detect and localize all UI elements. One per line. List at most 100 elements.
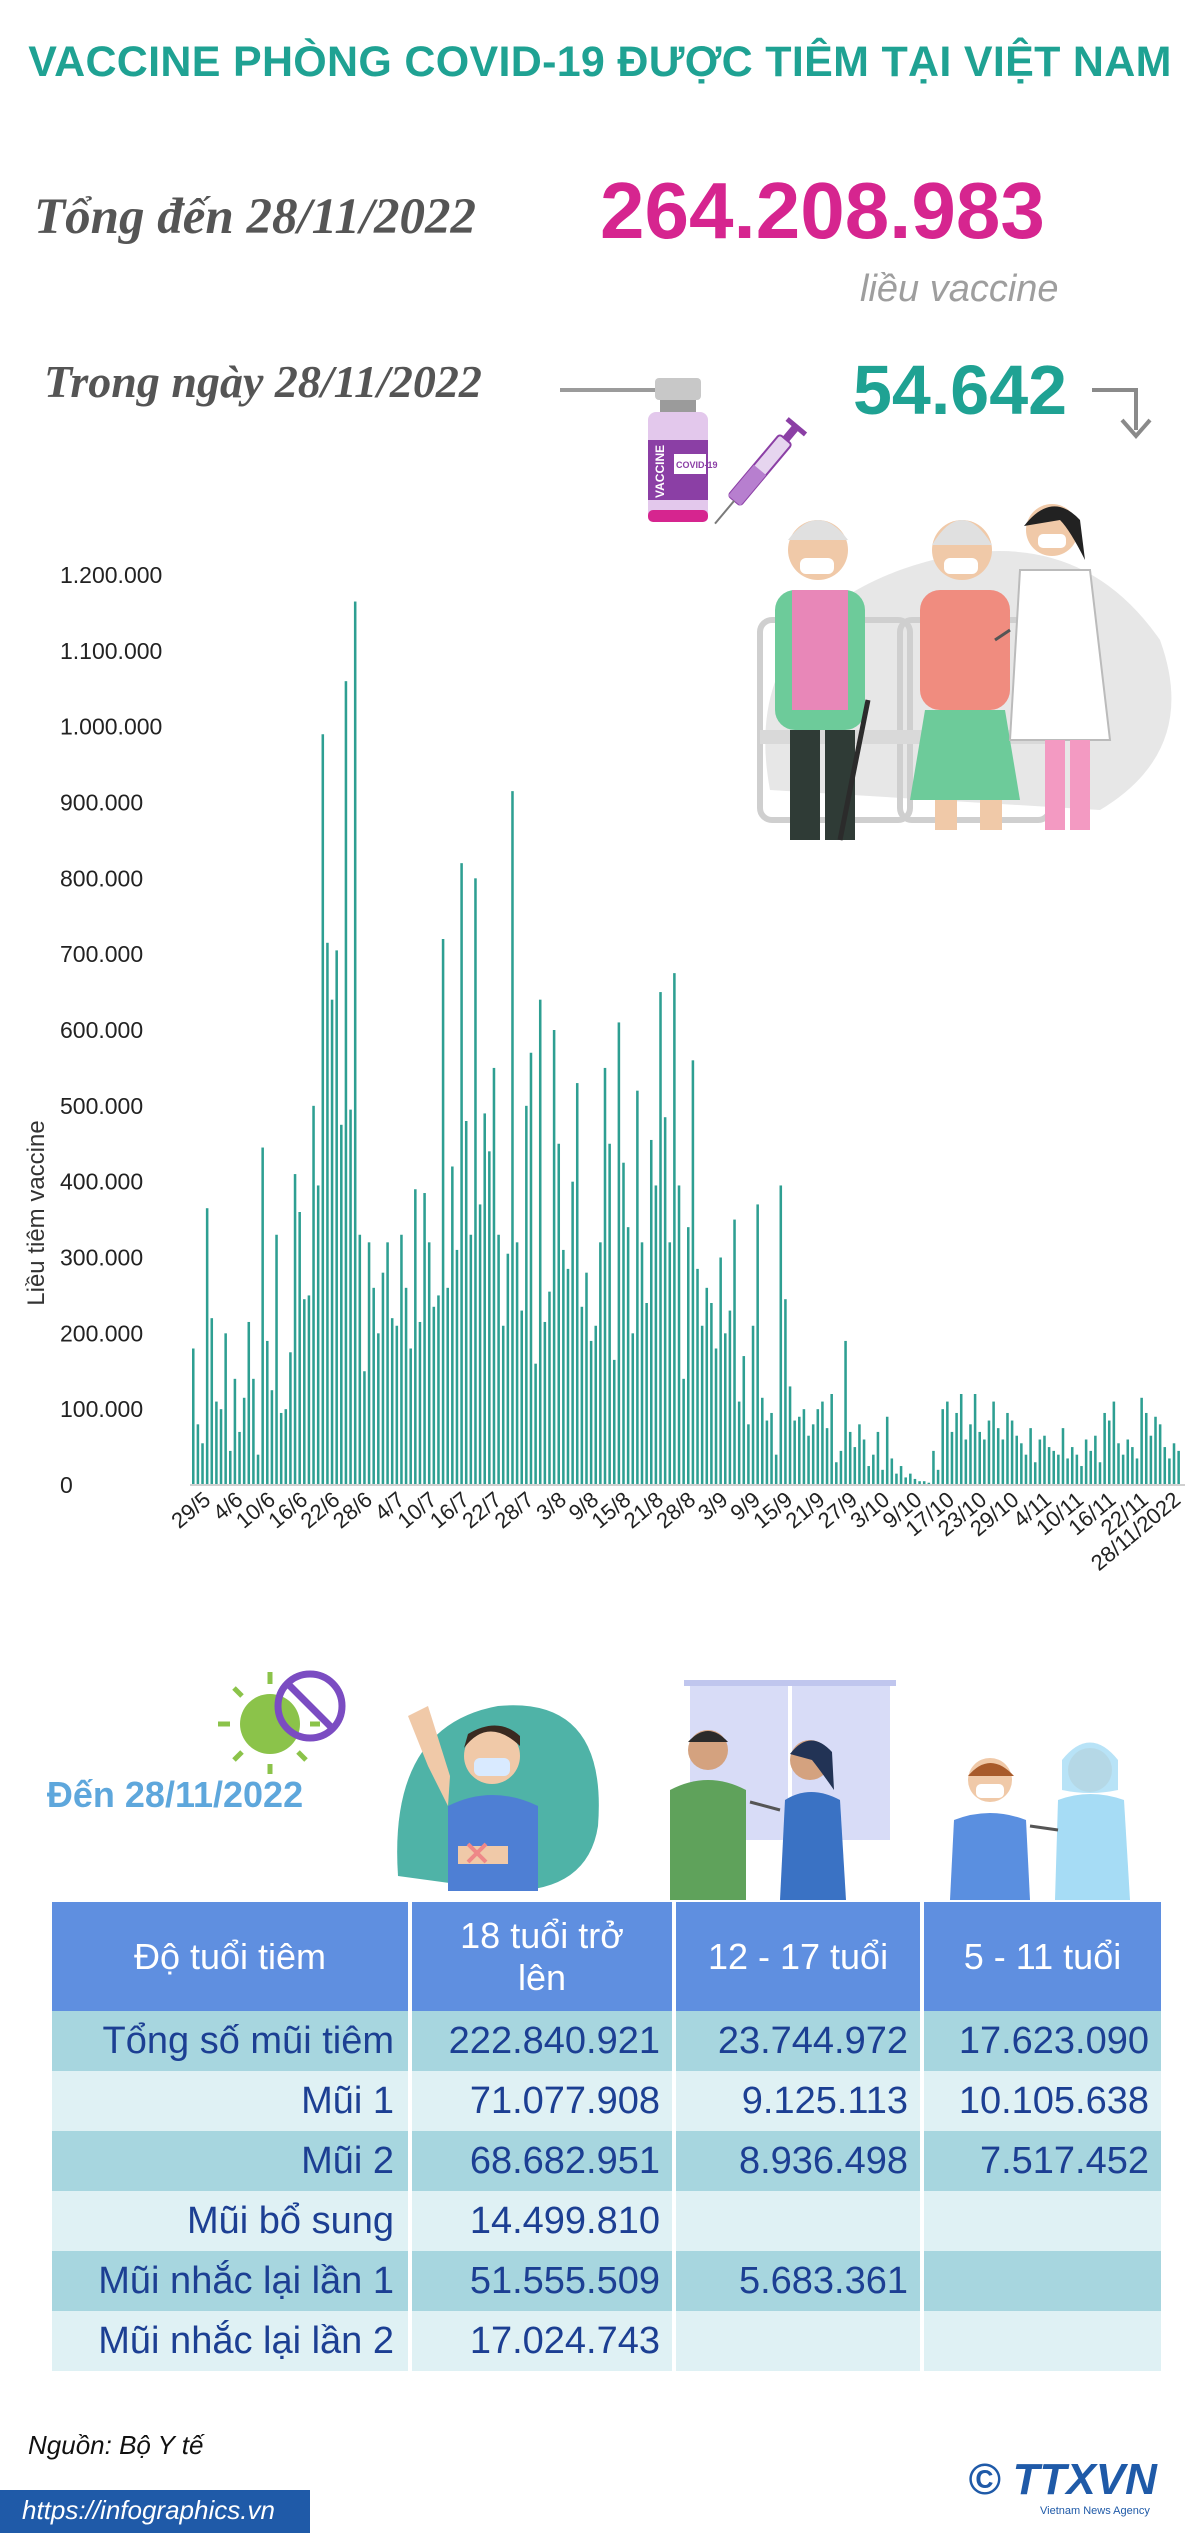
bar: [663, 1117, 667, 1485]
y-tick-label: 600.000: [60, 1017, 143, 1043]
bar: [830, 1394, 833, 1485]
bar: [303, 1299, 306, 1485]
bar: [973, 1394, 977, 1485]
bar: [742, 1356, 746, 1485]
bar: [941, 1409, 944, 1485]
cell-12-17: 8.936.498: [674, 2131, 924, 2191]
bar: [612, 1359, 616, 1486]
bar: [876, 1431, 880, 1485]
table-row: Mũi nhắc lại lần 2 17.024.743: [52, 2311, 1161, 2371]
cell-18-plus: 68.682.951: [410, 2131, 676, 2191]
bar: [798, 1416, 801, 1485]
bar: [1070, 1447, 1074, 1485]
table-row: Mũi bổ sung 14.499.810: [52, 2191, 1161, 2251]
bar: [1061, 1428, 1065, 1486]
bar: [474, 878, 477, 1485]
header-18-plus-text: 18 tuổi trở lên: [460, 1914, 624, 1998]
bar: [1006, 1412, 1009, 1485]
bar: [441, 939, 445, 1485]
footer-url-link[interactable]: https://infographics.vn: [22, 2495, 275, 2525]
bar: [918, 1481, 921, 1485]
bar: [427, 1242, 431, 1485]
bar: [751, 1325, 755, 1485]
bar: [247, 1321, 251, 1485]
down-arrow-icon: [1092, 388, 1152, 440]
cell-5-11: [922, 2191, 1161, 2251]
vial-brand-text: VACCINE: [653, 445, 667, 498]
bar: [478, 1204, 482, 1485]
bar: [1172, 1443, 1176, 1485]
x-tick-label: 28/6: [328, 1487, 377, 1534]
bar: [1126, 1439, 1130, 1485]
bar: [414, 1189, 417, 1485]
bar: [1024, 1454, 1028, 1485]
bar: [293, 1174, 297, 1485]
bar: [622, 1162, 625, 1485]
bar: [853, 1447, 857, 1485]
bar: [936, 1469, 940, 1485]
teen-vaccination-illustration: [670, 1680, 896, 1900]
page-title: VACCINE PHÒNG COVID-19 ĐƯỢC TIÊM TẠI VIỆ…: [28, 38, 1172, 86]
total-unit: liều vaccine: [860, 268, 1059, 310]
bar: [927, 1482, 931, 1485]
bar: [238, 1431, 241, 1485]
bar: [377, 1333, 380, 1485]
bar: [229, 1450, 232, 1486]
bar: [1112, 1401, 1116, 1485]
bar: [594, 1325, 598, 1485]
bar: [464, 1121, 468, 1485]
bar: [543, 1321, 547, 1485]
bar: [821, 1401, 824, 1485]
bar: [525, 1105, 528, 1485]
bar: [483, 1113, 486, 1485]
bar: [1015, 1435, 1018, 1485]
bar: [728, 1310, 732, 1485]
bar: [659, 992, 662, 1485]
bar: [1163, 1447, 1167, 1485]
bar: [909, 1473, 912, 1486]
bar: [460, 863, 463, 1485]
bar: [1094, 1435, 1097, 1485]
y-tick-label: 400.000: [60, 1169, 143, 1195]
syringe-icon: [714, 417, 808, 525]
y-tick-label: 1.200.000: [60, 562, 162, 588]
bar: [335, 950, 338, 1486]
bar: [1001, 1439, 1005, 1485]
bar: [279, 1412, 283, 1485]
bar: [552, 1030, 556, 1485]
bar: [645, 1303, 648, 1485]
vaccination-table: Độ tuổi tiêm 18 tuổi trở lên 12 - 17 tuổ…: [52, 1902, 1161, 2371]
bar: [529, 1052, 533, 1485]
bar: [330, 999, 334, 1485]
cell-5-11: 7.517.452: [922, 2131, 1161, 2191]
bar: [1052, 1450, 1056, 1486]
cell-5-11: [922, 2311, 1161, 2371]
bar: [682, 1378, 685, 1485]
bar: [497, 1234, 500, 1485]
bar: [298, 1212, 301, 1485]
bar: [844, 1340, 847, 1485]
virus-ban-icon: [218, 1670, 346, 1774]
cell-5-11: [922, 2251, 1161, 2311]
bar: [363, 1371, 366, 1485]
bar: [316, 1185, 320, 1485]
bar: [353, 601, 357, 1485]
bar: [395, 1325, 399, 1485]
bar: [344, 681, 348, 1485]
bar: [640, 1242, 644, 1485]
daily-value: 54.642: [853, 351, 1068, 429]
bar: [811, 1424, 815, 1485]
bar: [756, 1204, 759, 1485]
elderly-vaccination-illustration: [757, 504, 1172, 841]
bar: [1057, 1454, 1060, 1485]
x-tick-label: 29/5: [166, 1487, 215, 1534]
bar: [242, 1397, 246, 1485]
bar: [511, 791, 514, 1486]
bar: [784, 1299, 787, 1485]
bar: [367, 1242, 371, 1485]
bar: [1089, 1450, 1093, 1486]
bar: [890, 1458, 894, 1485]
y-tick-label: 200.000: [60, 1320, 143, 1346]
bar: [696, 1268, 699, 1486]
den-label: Đến 28/11/2022: [46, 1774, 304, 1815]
